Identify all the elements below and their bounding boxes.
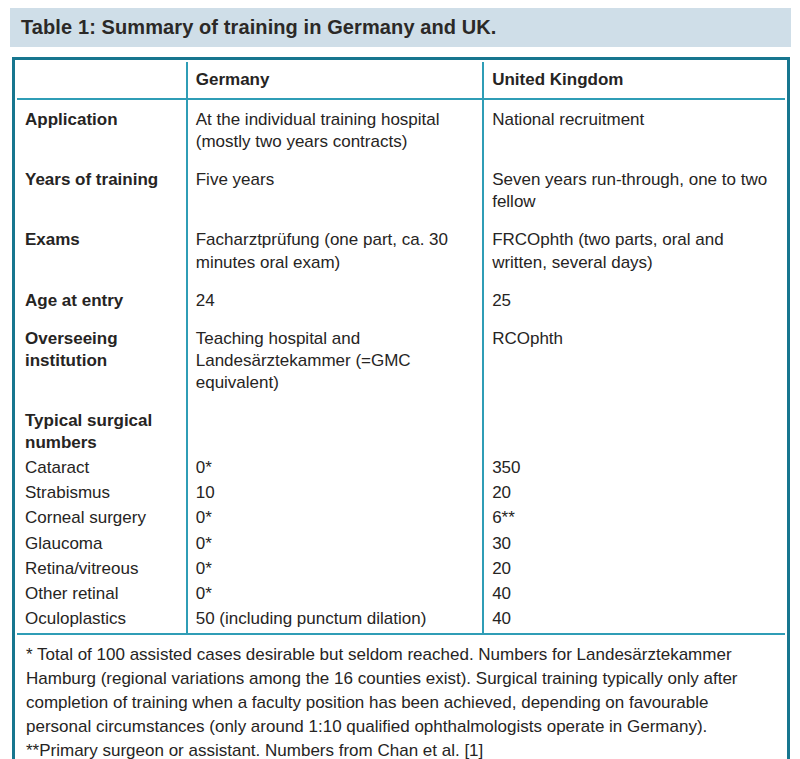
uk-cell <box>483 410 785 457</box>
row-label: Overseeing institution <box>17 328 187 410</box>
row-label: Oculoplastics <box>17 608 187 634</box>
germany-cell: 0* <box>187 583 483 608</box>
table-row-other-retinal: Other retinal 0* 40 <box>17 583 785 608</box>
row-label: Glaucoma <box>17 533 187 558</box>
uk-cell: FRCOphth (two parts, oral and written, s… <box>483 229 785 289</box>
row-label: Age at entry <box>17 290 187 328</box>
table-title: Table 1: Summary of training in Germany … <box>21 16 497 39</box>
footnote-asterisk: * Total of 100 assisted cases desirable … <box>26 643 776 740</box>
row-label: Exams <box>17 229 187 289</box>
uk-cell: 25 <box>483 290 785 328</box>
germany-cell: 0* <box>187 558 483 583</box>
summary-table: Germany United Kingdom Application At th… <box>17 62 785 759</box>
table-title-bar: Table 1: Summary of training in Germany … <box>10 8 791 47</box>
header-germany: Germany <box>187 62 483 99</box>
footnote-cell: * Total of 100 assisted cases desirable … <box>17 634 785 759</box>
row-label: Retina/vitreous <box>17 558 187 583</box>
table-row-oculoplastics: Oculoplastics 50 (including punctum dila… <box>17 608 785 634</box>
row-label: Strabismus <box>17 482 187 507</box>
row-label: Typical surgical numbers <box>17 410 187 457</box>
table-row-cataract: Cataract 0* 350 <box>17 457 785 482</box>
table-row-age-at-entry: Age at entry 24 25 <box>17 290 785 328</box>
germany-cell: 24 <box>187 290 483 328</box>
header-row: Germany United Kingdom <box>17 62 785 99</box>
germany-cell: 0* <box>187 533 483 558</box>
table-row-typical-surgical-numbers: Typical surgical numbers <box>17 410 785 457</box>
germany-cell: Facharztprüfung (one part, ca. 30 minute… <box>187 229 483 289</box>
table-row-glaucoma: Glaucoma 0* 30 <box>17 533 785 558</box>
row-label: Other retinal <box>17 583 187 608</box>
row-label: Corneal surgery <box>17 507 187 532</box>
uk-cell: 40 <box>483 583 785 608</box>
table-row-years-of-training: Years of training Five years Seven years… <box>17 169 785 229</box>
germany-cell: 50 (including punctum dilation) <box>187 608 483 634</box>
row-label: Years of training <box>17 169 187 229</box>
table-row-exams: Exams Facharztprüfung (one part, ca. 30 … <box>17 229 785 289</box>
uk-cell: RCOphth <box>483 328 785 410</box>
footnote-double-asterisk: **Primary surgeon or assistant. Numbers … <box>26 739 776 759</box>
table-row-overseeing-institution: Overseeing institution Teaching hospital… <box>17 328 785 410</box>
germany-cell <box>187 410 483 457</box>
table-row-corneal-surgery: Corneal surgery 0* 6** <box>17 507 785 532</box>
uk-cell: 350 <box>483 457 785 482</box>
uk-cell: 30 <box>483 533 785 558</box>
row-label: Application <box>17 99 187 169</box>
germany-cell: 0* <box>187 457 483 482</box>
uk-cell: 20 <box>483 482 785 507</box>
table-row-application: Application At the individual training h… <box>17 99 785 169</box>
table-row-strabismus: Strabismus 10 20 <box>17 482 785 507</box>
uk-cell: 6** <box>483 507 785 532</box>
header-united-kingdom: United Kingdom <box>483 62 785 99</box>
germany-cell: Teaching hospital and Landesärztekammer … <box>187 328 483 410</box>
row-label: Cataract <box>17 457 187 482</box>
germany-cell: Five years <box>187 169 483 229</box>
table-row-retina-vitreous: Retina/vitreous 0* 20 <box>17 558 785 583</box>
germany-cell: At the individual training hospital (mos… <box>187 99 483 169</box>
uk-cell: 40 <box>483 608 785 634</box>
uk-cell: National recruitment <box>483 99 785 169</box>
footnote-row: * Total of 100 assisted cases desirable … <box>17 634 785 759</box>
uk-cell: Seven years run-through, one to two fell… <box>483 169 785 229</box>
summary-table-frame: Germany United Kingdom Application At th… <box>12 57 790 759</box>
germany-cell: 10 <box>187 482 483 507</box>
header-empty <box>17 62 187 99</box>
germany-cell: 0* <box>187 507 483 532</box>
uk-cell: 20 <box>483 558 785 583</box>
